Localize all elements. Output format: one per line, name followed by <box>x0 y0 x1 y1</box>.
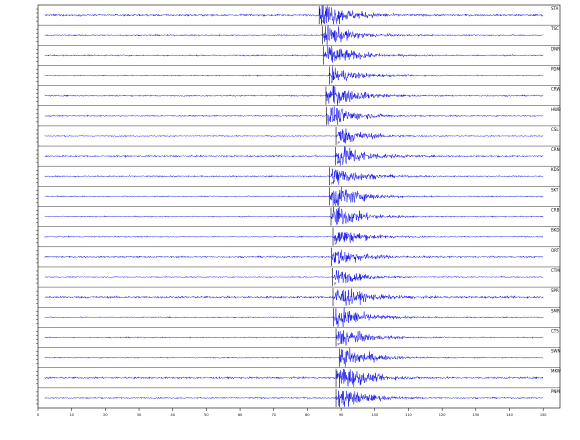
pick-label: P <box>337 161 339 165</box>
seismic-trace <box>44 45 544 63</box>
station-label: SKT <box>551 187 559 192</box>
station-label: SMR <box>551 308 560 313</box>
x-tick-label: 140 <box>506 413 513 417</box>
station-label: SPR <box>551 288 559 293</box>
x-tick-label: 20 <box>103 413 107 417</box>
station-label: CRB <box>551 208 560 213</box>
x-tick-label: 40 <box>170 413 174 417</box>
station-label: STA <box>551 6 559 11</box>
seismic-trace <box>44 25 544 45</box>
x-tick-label: 80 <box>305 413 309 417</box>
x-tick-label: 30 <box>137 413 141 417</box>
station-label: PNM <box>551 389 560 394</box>
x-tick-label: 10 <box>69 413 73 417</box>
plot-frame <box>36 4 561 409</box>
seismic-trace <box>44 307 544 327</box>
seismic-trace <box>44 168 544 185</box>
station-label: DNR <box>551 46 560 51</box>
station-label: KDS <box>551 167 560 172</box>
x-tick-label: 150 <box>540 413 547 417</box>
seismic-trace <box>44 288 544 306</box>
station-label: CTS <box>551 328 559 333</box>
station-label: PDM <box>551 66 560 71</box>
station-label: MKW <box>551 369 561 374</box>
x-tick-label: 120 <box>439 413 446 417</box>
x-tick-label: 110 <box>405 413 412 417</box>
station-label: HWB <box>551 107 561 112</box>
seismic-trace <box>44 186 544 207</box>
station-label: CSL <box>551 127 559 132</box>
station-label: TSC <box>550 26 559 31</box>
seismic-trace <box>44 86 544 106</box>
seismic-trace <box>44 106 544 125</box>
seismic-trace <box>44 368 544 388</box>
trace-group <box>44 5 544 408</box>
x-tick-label: 70 <box>272 413 276 417</box>
station-label: SWN <box>551 349 561 354</box>
station-label: CTM <box>551 268 560 273</box>
pick-label: P <box>334 282 336 286</box>
seismic-trace <box>44 348 544 367</box>
pick-label: P <box>321 20 323 24</box>
seismic-trace <box>44 330 544 346</box>
x-tick-label: 50 <box>204 413 208 417</box>
pick-label: P <box>331 81 333 85</box>
seismic-trace <box>44 270 544 284</box>
seismic-trace <box>44 390 544 408</box>
seismic-trace <box>44 206 544 225</box>
station-label-group: STA TSC DNR PDM CRW HWB CSL CRN KDS SKT CRB BKD ORT C… <box>550 6 561 394</box>
seismic-trace <box>44 146 544 166</box>
x-tick-label: 60 <box>238 413 242 417</box>
x-tick-label: 90 <box>339 413 343 417</box>
station-label: ORT <box>551 248 560 253</box>
x-tick-label: 0 <box>37 413 39 417</box>
seismic-trace <box>44 249 544 264</box>
pick-label: P <box>335 242 337 246</box>
pick-label: P <box>331 181 333 185</box>
seismic-trace <box>44 232 544 243</box>
x-axis: 0 10 20 30 40 50 60 70 80 90 100 110 120 130 140 150 <box>37 408 547 417</box>
station-label: CRW <box>551 87 560 92</box>
pick-group: P P P P P P P P <box>318 6 340 407</box>
station-label: BKD <box>551 228 559 233</box>
x-tick-label: 100 <box>371 413 378 417</box>
station-label: CRN <box>551 147 560 152</box>
pick-label: P <box>338 343 340 347</box>
pick-label: P <box>338 141 340 145</box>
seismic-trace <box>44 128 544 144</box>
seismic-trace <box>44 5 544 25</box>
seismic-trace <box>44 65 544 82</box>
x-tick-label: 130 <box>472 413 479 417</box>
